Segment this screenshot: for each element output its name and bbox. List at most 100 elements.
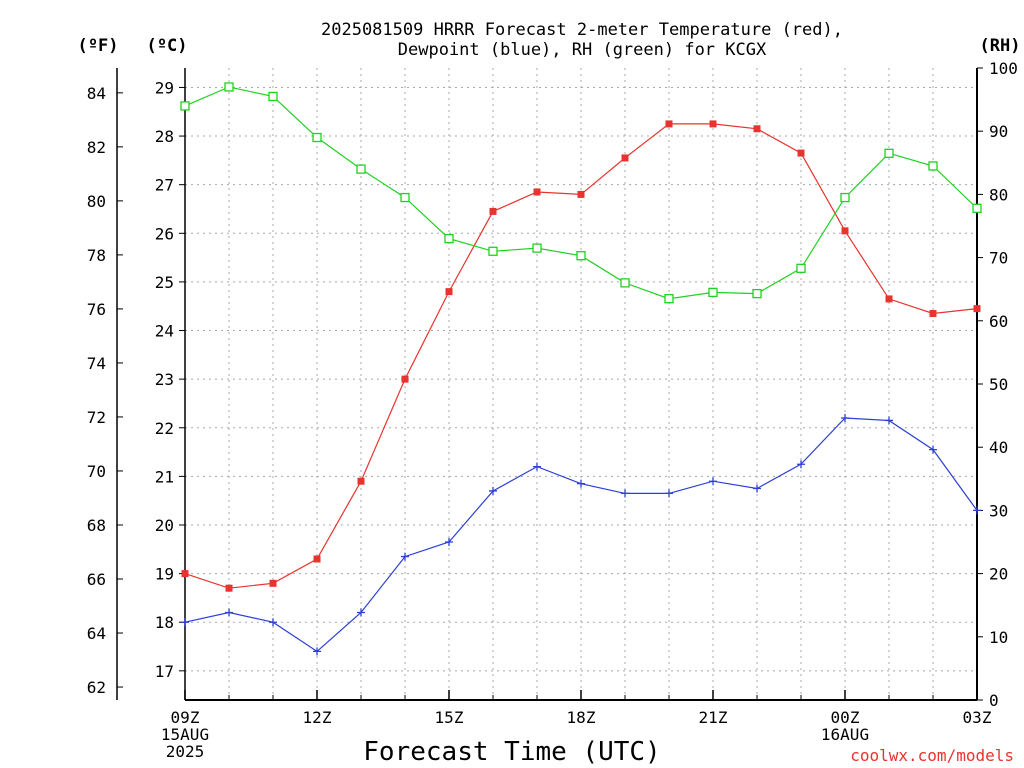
chart-title-line-2: Dewpoint (blue), RH (green) for KCGX [398,40,767,60]
celsius-tick-label: 23 [155,370,174,389]
dewpoint-point [313,647,321,656]
rh-point [576,251,586,261]
celsius-tick-label: 28 [155,127,174,146]
rh-point [752,288,762,299]
x-tick-label: 03Z [963,708,992,727]
fahrenheit-unit-label: (ºF) [78,36,119,56]
temperature-point [929,310,937,318]
fahrenheit-tick-label: 74 [87,354,106,373]
rh-point [224,82,234,92]
fahrenheit-tick-label: 62 [87,678,106,697]
celsius-tick-label: 21 [155,467,174,486]
rh-point [840,192,850,203]
fahrenheit-tick-label: 66 [87,570,106,589]
rh-tick-label: 20 [989,565,1008,584]
rh-tick-label: 40 [989,438,1008,457]
dewpoint-point [181,618,189,627]
x-tick-label: 00Z [831,708,860,727]
source-credit: coolwx.com/models [850,746,1014,765]
celsius-tick-label: 22 [155,419,174,438]
temperature-point [753,125,761,133]
temperature-point [973,305,981,313]
temperature-point [621,154,629,162]
rh-point [708,287,718,298]
rh-tick-label: 80 [989,185,1008,204]
fahrenheit-tick-label: 80 [87,192,106,211]
dewpoint-point [885,416,893,425]
rh-point [312,132,322,143]
rh-point [356,164,366,174]
fahrenheit-tick-label: 84 [87,84,106,103]
dewpoint-point [753,484,761,493]
rh-tick-label: 10 [989,628,1008,647]
dewpoint-point [577,479,585,488]
dewpoint-point [357,608,365,617]
fahrenheit-tick-label: 72 [87,408,106,427]
temperature-point [885,295,893,303]
rh-point [444,233,454,244]
x-tick-label: 18Z [567,708,596,727]
rh-point [400,192,410,203]
temperature-point [225,584,233,592]
temperature-point [445,288,453,296]
rh-point [488,246,498,256]
dewpoint-point [533,462,541,471]
celsius-tick-label: 29 [155,78,174,97]
x-tick-label: 15Z [435,708,464,727]
axes: 17 18 19 20 21 22 23 24 25 26 27 28 29 62 64 66 68 70 72 74… [87,59,1018,761]
rh-point [620,278,630,288]
temperature-point [181,570,189,578]
temperature-point [489,207,497,215]
temperature-point [577,190,585,198]
celsius-tick-label: 24 [155,322,174,341]
celsius-tick-label: 26 [155,224,174,243]
x-tick-label: 12Z [303,708,332,727]
dewpoint-point [709,477,717,486]
chart-title-line-1: 2025081509 HRRR Forecast 2-meter Tempera… [321,20,843,40]
temperature-point [269,579,277,587]
fahrenheit-tick-label: 78 [87,246,106,265]
x-tick-label: 2025 [166,742,205,761]
temperature-point [709,120,717,128]
rh-unit-label: (RH) [980,36,1021,56]
fahrenheit-tick-label: 64 [87,624,106,643]
rh-tick-label: 60 [989,312,1008,331]
x-tick-label: 16AUG [821,725,869,744]
temperature-point [533,188,541,196]
grid [185,68,977,700]
rh-tick-label: 100 [989,59,1018,78]
rh-tick-label: 50 [989,375,1008,394]
rh-tick-label: 30 [989,501,1008,520]
series [180,82,982,656]
dewpoint-point [797,460,805,469]
celsius-tick-label: 20 [155,516,174,535]
dewpoint-point [225,608,233,617]
temperature-point [797,149,805,157]
rh-tick-label: 0 [989,691,999,710]
celsius-tick-label: 19 [155,565,174,584]
dewpoint-point [621,489,629,498]
x-tick-label: 09Z [171,708,200,727]
temperature-point [665,120,673,128]
fahrenheit-tick-label: 76 [87,300,106,319]
fahrenheit-tick-label: 70 [87,462,106,481]
dewpoint-point [665,489,673,498]
dewpoint-point [929,445,937,454]
celsius-tick-label: 27 [155,176,174,195]
rh-point [972,203,982,213]
fahrenheit-tick-label: 68 [87,516,106,535]
fahrenheit-tick-label: 82 [87,138,106,157]
rh-point [180,101,190,111]
celsius-tick-label: 17 [155,662,174,681]
rh-tick-label: 70 [989,249,1008,268]
celsius-tick-label: 18 [155,613,174,632]
celsius-tick-label: 25 [155,273,174,292]
rh-tick-label: 90 [989,122,1008,141]
dewpoint-point [445,538,453,546]
rh-point [928,161,938,171]
temperature-point [841,227,849,235]
temperature-point [313,555,321,563]
temperature-point [357,477,365,485]
dewpoint-point [489,486,497,495]
